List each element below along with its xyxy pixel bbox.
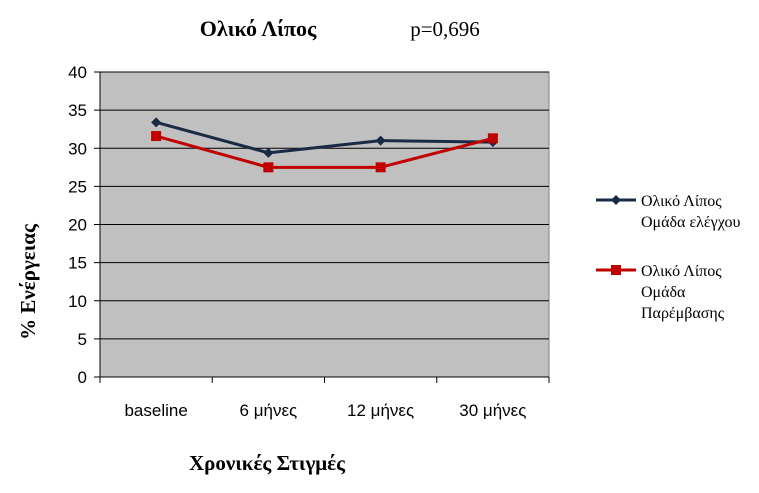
y-tick-label: 20: [68, 216, 87, 235]
x-axis-label: Χρονικές Στιγμές: [189, 451, 346, 475]
y-tick-label: 0: [78, 368, 87, 387]
data-point: [263, 162, 274, 173]
series-1: [151, 117, 498, 158]
data-point: [151, 131, 162, 142]
x-tick-label: baseline: [124, 401, 187, 420]
x-axis: baseline 6 μήνες 12 μήνες 30 μήνες: [99, 376, 550, 420]
y-tick-label: 15: [68, 254, 87, 273]
data-point: [611, 195, 621, 205]
x-tick-label: 30 μήνες: [459, 401, 526, 420]
data-point: [151, 117, 162, 128]
legend: Ολικό Λίπος Ομάδα ελέγχου Ολικό Λίπος Ομάδα…: [596, 193, 740, 322]
data-point: [263, 147, 274, 158]
x-tick-label: 12 μήνες: [347, 401, 414, 420]
legend-label: Παρέμβασης: [641, 305, 725, 322]
legend-item-1: Ολικό Λίπος Ομάδα ελέγχου: [596, 193, 740, 231]
series-line: [155, 134, 494, 169]
y-axis: 0 5 10 15 20 25 30 35 40: [68, 63, 101, 387]
chart-title: Ολικό Λίπος: [200, 16, 317, 41]
y-axis-label: % Ενέργειας: [16, 223, 40, 340]
gridlines: [100, 71, 549, 340]
x-tick-label: 6 μήνες: [240, 401, 298, 420]
legend-label: Ομάδα: [641, 284, 686, 301]
series-line: [155, 120, 493, 155]
y-tick-label: 25: [68, 177, 87, 196]
y-tick-label: 30: [68, 139, 87, 158]
data-point: [487, 133, 498, 144]
series-2: [151, 131, 498, 173]
data-point: [611, 265, 621, 275]
p-value: p=0,696: [410, 17, 480, 41]
legend-label: Ολικό Λίπος: [641, 193, 722, 210]
y-tick-label: 5: [78, 330, 87, 349]
legend-label: Ολικό Λίπος: [641, 263, 722, 280]
series-layer: [151, 117, 498, 173]
y-tick-label: 10: [68, 292, 87, 311]
y-tick-label: 35: [68, 101, 87, 120]
data-point: [375, 135, 386, 146]
y-tick-label: 40: [68, 63, 87, 82]
data-point: [375, 162, 386, 173]
legend-item-2: Ολικό Λίπος Ομάδα Παρέμβασης: [596, 263, 725, 322]
legend-label: Ομάδα ελέγχου: [641, 214, 740, 231]
